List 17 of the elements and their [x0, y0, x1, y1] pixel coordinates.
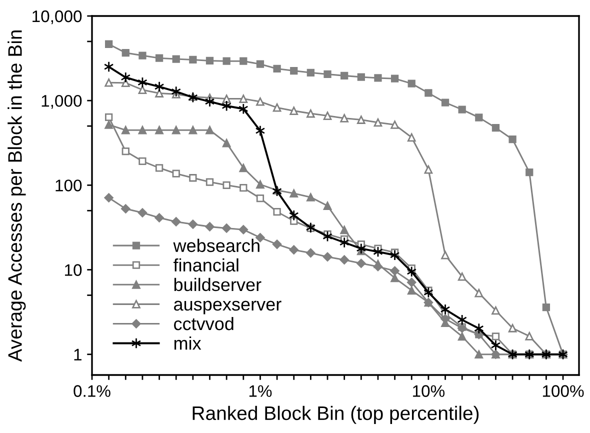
legend-label: websearch — [173, 238, 260, 252]
x-tick-label: 1% — [249, 385, 272, 397]
x-axis-title: Ranked Block Bin (top percentile) — [192, 406, 479, 424]
x-tick-label: 100% — [542, 385, 584, 397]
x-tick-label: 10% — [413, 385, 445, 397]
y-tick-label: 1,000 — [42, 94, 82, 109]
x-tick-label: 0.1% — [74, 385, 110, 397]
legend-label: financial — [174, 258, 238, 272]
y-tick-label: 100 — [56, 180, 82, 192]
legend-label: mix — [174, 336, 202, 350]
y-tick-label: 10 — [65, 264, 82, 276]
y-axis-title: Average Accesses per Block in the Bin — [8, 30, 26, 362]
y-tick-label: 10,000 — [32, 10, 82, 24]
legend-label: auspexserver — [174, 300, 282, 314]
legend-label: cctvvod — [174, 316, 234, 330]
y-tick-label: 1 — [74, 348, 82, 360]
legend-label: buildserver — [174, 278, 262, 292]
